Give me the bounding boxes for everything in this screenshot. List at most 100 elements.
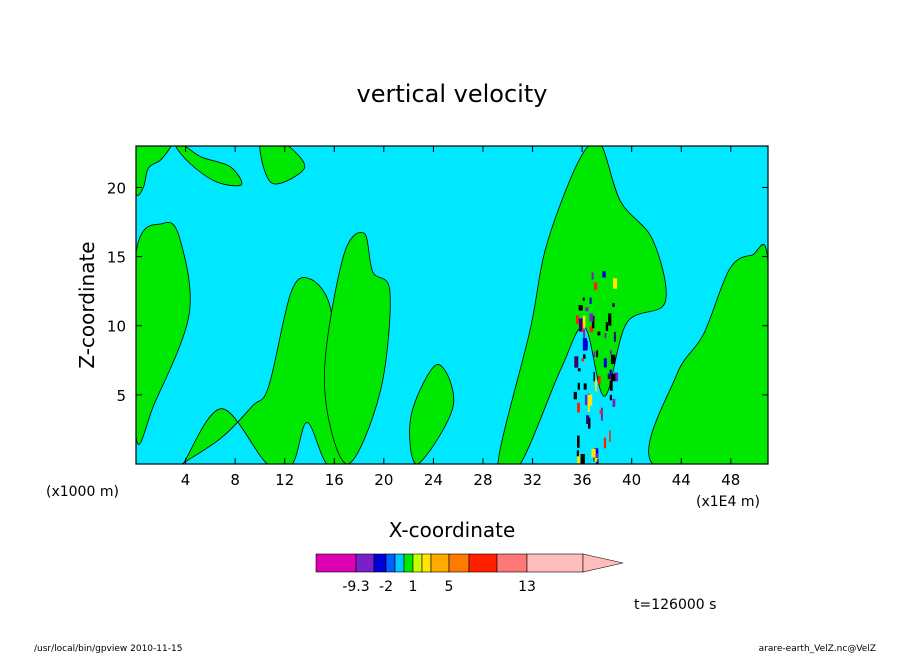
positive-region bbox=[409, 364, 455, 464]
core-cell bbox=[589, 297, 592, 304]
x-unit-left: (x1000 m) bbox=[46, 484, 119, 500]
core-cell bbox=[596, 350, 599, 358]
x-axis: 4 8 12 16 20 24 28 32 36 40 44 48 bbox=[181, 146, 740, 489]
core-cell bbox=[595, 453, 599, 459]
colorbar-label: 5 bbox=[445, 579, 454, 595]
colorbar-swatch bbox=[496, 553, 528, 573]
core-cell bbox=[591, 272, 594, 280]
x-tick-label: 20 bbox=[374, 471, 393, 489]
colorbar-extend-arrow bbox=[582, 553, 624, 573]
x-tick-label: 4 bbox=[181, 471, 191, 489]
colorbar-swatch bbox=[448, 553, 470, 573]
colorbar-swatch bbox=[385, 553, 396, 573]
core-cell bbox=[587, 394, 593, 406]
colorbar-swatch bbox=[394, 553, 405, 573]
core-cell bbox=[613, 331, 616, 342]
core-cell bbox=[578, 305, 583, 311]
core-cell bbox=[577, 454, 580, 464]
core-cell bbox=[574, 356, 579, 368]
core-cell bbox=[583, 329, 586, 338]
core-cell bbox=[573, 391, 577, 400]
core-cell bbox=[591, 315, 595, 329]
core-cell bbox=[613, 278, 618, 289]
positive-region bbox=[259, 146, 306, 185]
core-cell bbox=[608, 313, 612, 326]
core-cell bbox=[602, 271, 606, 278]
x-unit-right: (x1E4 m) bbox=[696, 494, 760, 510]
colorbar-label: -2 bbox=[379, 579, 393, 595]
core-cell bbox=[607, 373, 611, 380]
core-cell bbox=[612, 398, 616, 407]
core-cell bbox=[609, 394, 612, 401]
colorbar-swatch bbox=[315, 553, 357, 573]
core-cell bbox=[589, 326, 594, 333]
core-cell bbox=[610, 354, 616, 365]
x-tick-label: 44 bbox=[672, 471, 691, 489]
core-cell bbox=[577, 402, 580, 413]
core-cell bbox=[610, 350, 612, 355]
core-cell bbox=[605, 322, 609, 331]
x-tick-label: 28 bbox=[473, 471, 492, 489]
footer-file: arare-earth_VelZ.nc@VelZ bbox=[759, 644, 876, 654]
core-cell bbox=[600, 407, 603, 421]
core-cell bbox=[576, 450, 579, 457]
core-cell bbox=[583, 354, 586, 359]
colorbar-labels: -9.3 -2 1 5 13 bbox=[342, 579, 536, 595]
core-cell bbox=[612, 303, 615, 307]
x-tick-label: 36 bbox=[573, 471, 592, 489]
core-cell bbox=[596, 459, 599, 464]
core-cell bbox=[583, 383, 587, 390]
x-tick-label: 16 bbox=[325, 471, 344, 489]
plot-frame bbox=[135, 145, 769, 465]
core-cell bbox=[599, 410, 603, 415]
positive-region bbox=[136, 146, 172, 197]
colorbar bbox=[315, 553, 624, 573]
x-tick-label: 8 bbox=[230, 471, 240, 489]
core-cell bbox=[598, 375, 601, 385]
core-cell bbox=[581, 358, 584, 362]
core-cell bbox=[586, 415, 590, 424]
positive-region bbox=[648, 244, 768, 464]
chart-title: vertical velocity bbox=[357, 80, 548, 108]
x-tick-label: 32 bbox=[523, 471, 542, 489]
core-cell bbox=[609, 369, 612, 379]
colorbar-swatch bbox=[468, 553, 498, 573]
footer-path: /usr/local/bin/gpview 2010-11-15 bbox=[34, 644, 182, 654]
colorbar-swatch bbox=[421, 553, 432, 573]
core-cell bbox=[604, 333, 607, 339]
colorbar-label: 13 bbox=[518, 579, 536, 595]
core-cell bbox=[609, 430, 611, 442]
x-tick-label: 48 bbox=[721, 471, 740, 489]
core-cell bbox=[593, 351, 596, 357]
core-cell bbox=[594, 448, 599, 458]
colorbar-swatch bbox=[355, 553, 375, 573]
y-axis-label: Z-coordinate bbox=[75, 241, 99, 368]
contour-field bbox=[136, 146, 768, 464]
core-cell bbox=[588, 417, 591, 429]
core-cell bbox=[597, 331, 601, 336]
core-cell bbox=[582, 297, 585, 301]
core-cell bbox=[593, 282, 598, 290]
core-cell bbox=[611, 373, 616, 382]
core-cell bbox=[577, 435, 580, 448]
y-tick-label: 5 bbox=[116, 387, 126, 405]
y-axis: 5 10 15 20 bbox=[107, 179, 768, 405]
x-tick-label: 24 bbox=[424, 471, 443, 489]
core-cell bbox=[594, 456, 598, 462]
core-cell bbox=[609, 380, 613, 391]
core-cell bbox=[582, 338, 587, 351]
updraft-core bbox=[573, 271, 619, 464]
colorbar-label: 1 bbox=[409, 579, 418, 595]
core-cell bbox=[575, 315, 579, 324]
colorbar-swatch bbox=[526, 553, 584, 573]
core-cell bbox=[577, 368, 581, 372]
colorbar-swatch bbox=[430, 553, 450, 573]
y-tick-label: 20 bbox=[107, 179, 126, 197]
core-cell bbox=[614, 372, 619, 382]
core-cell bbox=[589, 313, 594, 322]
core-cell bbox=[577, 382, 580, 390]
core-cell bbox=[603, 358, 607, 368]
y-tick-label: 10 bbox=[107, 318, 126, 336]
core-cell bbox=[578, 318, 583, 332]
